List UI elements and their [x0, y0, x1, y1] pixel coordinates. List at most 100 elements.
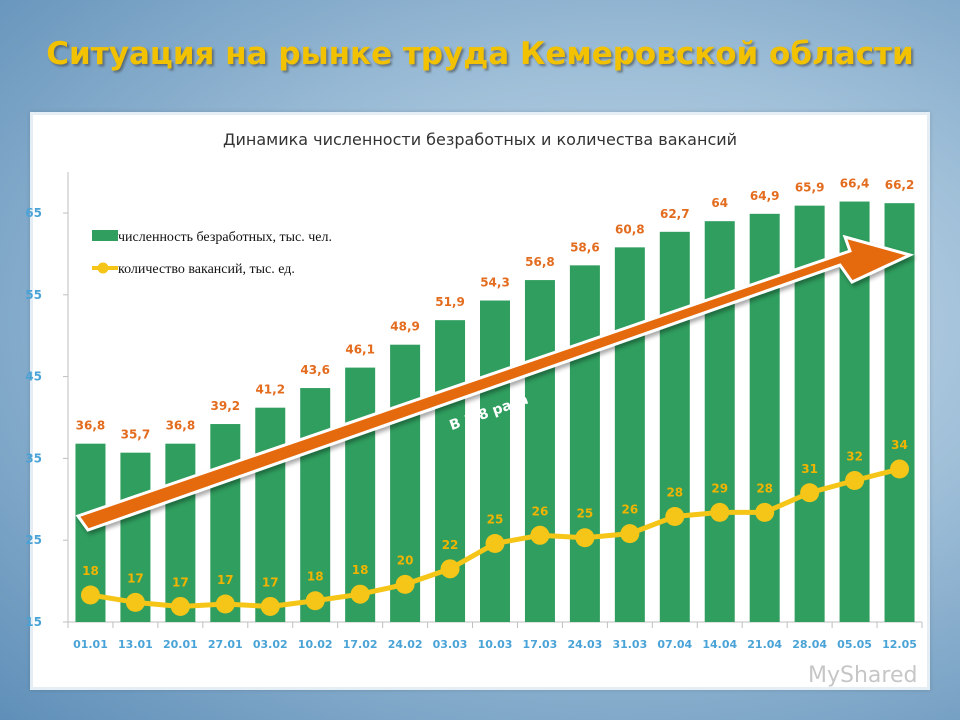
bar-value-label: 64 [711, 196, 728, 210]
y-tick-label: 25 [25, 533, 42, 547]
point-value-label: 29 [711, 481, 728, 495]
point-value-label: 22 [442, 538, 459, 552]
bar-value-label: 66,4 [840, 177, 870, 191]
line-point [845, 470, 865, 490]
y-tick-label: 35 [25, 451, 42, 465]
x-tick-label: 31.03 [612, 638, 647, 651]
bar-value-label: 51,9 [435, 295, 465, 309]
line-point [485, 533, 505, 553]
bar-value-label: 35,7 [121, 428, 151, 442]
bar-value-label: 39,2 [211, 399, 241, 413]
bar [884, 203, 915, 622]
x-tick-label: 17.03 [523, 638, 558, 651]
bar [300, 388, 331, 622]
legend-line-marker [97, 262, 109, 274]
line-point [350, 584, 370, 604]
point-value-label: 26 [532, 504, 549, 518]
y-tick-label: 45 [25, 370, 42, 384]
x-axis: 01.01 13.01 20.01 27.01 03.02 10.02 17.02 24.02… [67, 621, 923, 651]
x-tick-label: 03.03 [433, 638, 468, 651]
point-value-label: 18 [307, 570, 324, 584]
bar-value-label: 43,6 [300, 363, 330, 377]
bar-value-label: 54,3 [480, 276, 510, 290]
line-point [665, 506, 685, 526]
x-tick-label: 05.05 [837, 638, 872, 651]
chart-title: Динамика численности безработных и колич… [223, 130, 737, 149]
bar-value-label: 65,9 [795, 181, 825, 195]
bar [524, 280, 555, 622]
bar [749, 213, 780, 622]
bar-labels: 36,8 35,7 36,8 39,2 41,2 43,6 46,1 48,9 51,9 54,3… [76, 177, 915, 442]
bar-value-label: 56,8 [525, 255, 555, 269]
x-tick-label: 20.01 [163, 638, 198, 651]
bar [614, 247, 645, 622]
line-point [125, 592, 145, 612]
point-value-label: 17 [127, 571, 144, 585]
y-tick-label: 55 [25, 288, 42, 302]
x-tick-label: 13.01 [118, 638, 153, 651]
x-tick-label: 24.03 [567, 638, 602, 651]
point-value-label: 34 [891, 438, 908, 452]
watermark-logo: MyShared [808, 663, 917, 688]
point-value-label: 26 [621, 503, 638, 517]
x-tick-label: 28.04 [792, 638, 827, 651]
line-point [575, 528, 595, 548]
legend-line-label: количество вакансий, тыс. ед. [118, 262, 295, 277]
y-tick-label: 15 [25, 615, 42, 629]
line-point [260, 596, 280, 616]
bar-value-label: 64,9 [750, 189, 780, 203]
legend-bar-label: численность безработных, тыс. чел. [118, 230, 332, 245]
y-axis: 15 25 35 45 55 65 [25, 172, 69, 629]
x-tick-label: 03.02 [253, 638, 288, 651]
slide-title: Ситуация на рынке труда Кемеровской обла… [46, 36, 914, 72]
bar [255, 407, 286, 622]
point-value-label: 28 [756, 481, 773, 495]
line-point [170, 596, 190, 616]
line-point [305, 591, 325, 611]
legend: численность безработных, тыс. чел. колич… [92, 230, 332, 277]
line-point [755, 502, 775, 522]
x-tick-label: 10.02 [298, 638, 333, 651]
x-tick-label: 21.04 [747, 638, 782, 651]
bar-value-label: 66,2 [885, 178, 915, 192]
line-point [800, 483, 820, 503]
point-value-label: 18 [82, 564, 99, 578]
point-value-label: 25 [577, 507, 594, 521]
line-point [215, 594, 235, 614]
point-value-label: 20 [397, 553, 414, 567]
bar-value-label: 48,9 [390, 320, 420, 334]
x-tick-label: 12.05 [882, 638, 917, 651]
point-value-label: 25 [487, 512, 504, 526]
line-point [395, 574, 415, 594]
point-value-label: 32 [846, 449, 863, 463]
x-tick-label: 17.02 [343, 638, 378, 651]
bar [704, 221, 735, 622]
x-tick-label: 07.04 [657, 638, 692, 651]
x-tick-label: 24.02 [388, 638, 423, 651]
bar [569, 265, 600, 622]
legend-bar-swatch [92, 230, 118, 241]
line-series [80, 459, 910, 616]
bar-value-label: 62,7 [660, 207, 690, 221]
bar-value-label: 60,8 [615, 222, 645, 236]
bar-value-label: 58,6 [570, 240, 600, 254]
x-tick-label: 27.01 [208, 638, 243, 651]
line-point [890, 459, 910, 479]
bar [165, 443, 196, 622]
bar [345, 367, 376, 622]
point-value-label: 28 [666, 485, 683, 499]
x-tick-label: 14.04 [702, 638, 737, 651]
bar-value-label: 36,8 [166, 419, 196, 433]
point-value-label: 31 [801, 462, 818, 476]
bar-value-label: 46,1 [345, 343, 375, 357]
point-value-label: 18 [352, 563, 369, 577]
point-value-label: 17 [262, 575, 279, 589]
bar-value-label: 41,2 [255, 383, 285, 397]
line-point [710, 502, 730, 522]
growth-arrow [75, 234, 915, 532]
bar [480, 300, 510, 622]
x-tick-label: 01.01 [73, 638, 108, 651]
line-point [440, 559, 460, 579]
growth-arrow-shape [75, 234, 915, 532]
